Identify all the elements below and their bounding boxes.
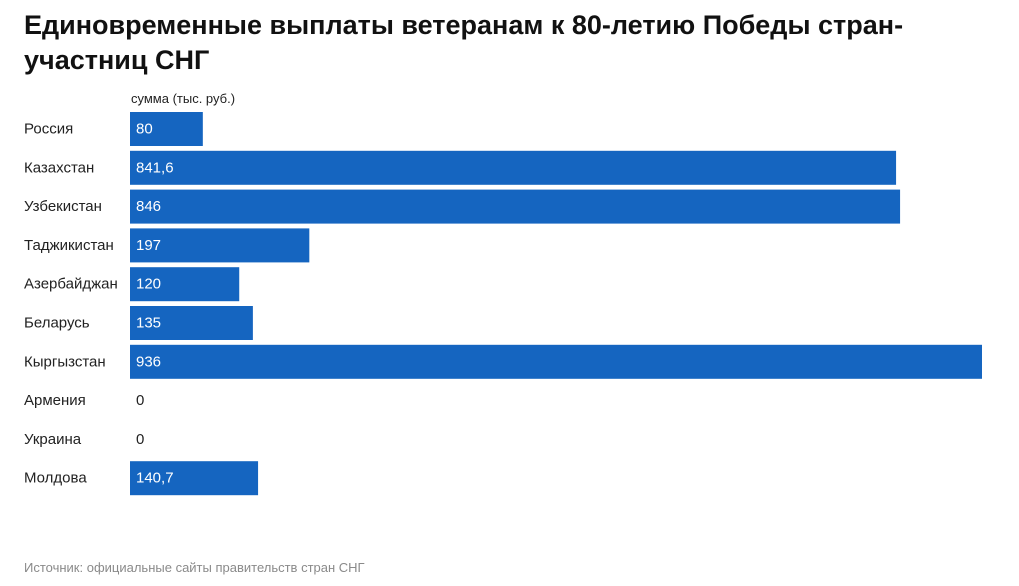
- category-label: Азербайджан: [24, 276, 118, 293]
- bar: [130, 228, 310, 263]
- bar: [130, 267, 240, 302]
- bar: [130, 306, 253, 340]
- bars-layer: Россия 80 Казахстан 841,6 Узбекистан 846 Таджи…: [24, 112, 982, 496]
- value-label: 841,6: [136, 159, 174, 176]
- category-label: Украина: [24, 431, 82, 448]
- source-note: Источник: официальные сайты правительств…: [24, 560, 365, 575]
- value-label: 135: [136, 315, 161, 332]
- bar: [130, 150, 897, 185]
- bar: [130, 344, 982, 379]
- category-label: Беларусь: [24, 315, 90, 332]
- category-label: Узбекистан: [24, 198, 102, 215]
- value-label: 0: [136, 392, 144, 409]
- category-label: Россия: [24, 121, 73, 138]
- value-label: 140,7: [136, 470, 174, 487]
- value-label: 936: [136, 353, 161, 370]
- value-label: 80: [136, 121, 153, 138]
- value-label: 0: [136, 431, 144, 448]
- value-label: 197: [136, 237, 161, 254]
- bar: [130, 112, 203, 146]
- bar: [130, 189, 901, 224]
- category-label: Кыргызстан: [24, 353, 106, 370]
- value-label: 120: [136, 276, 161, 293]
- bar: [130, 461, 259, 496]
- category-label: Молдова: [24, 470, 87, 487]
- value-column-header: сумма (тыс. руб.): [131, 91, 235, 106]
- category-label: Казахстан: [24, 159, 94, 176]
- category-label: Армения: [24, 392, 86, 409]
- value-label: 846: [136, 198, 161, 215]
- chart-title: Единовременные выплаты ветеранам к 80-ле…: [24, 10, 904, 75]
- category-label: Таджикистан: [24, 237, 114, 254]
